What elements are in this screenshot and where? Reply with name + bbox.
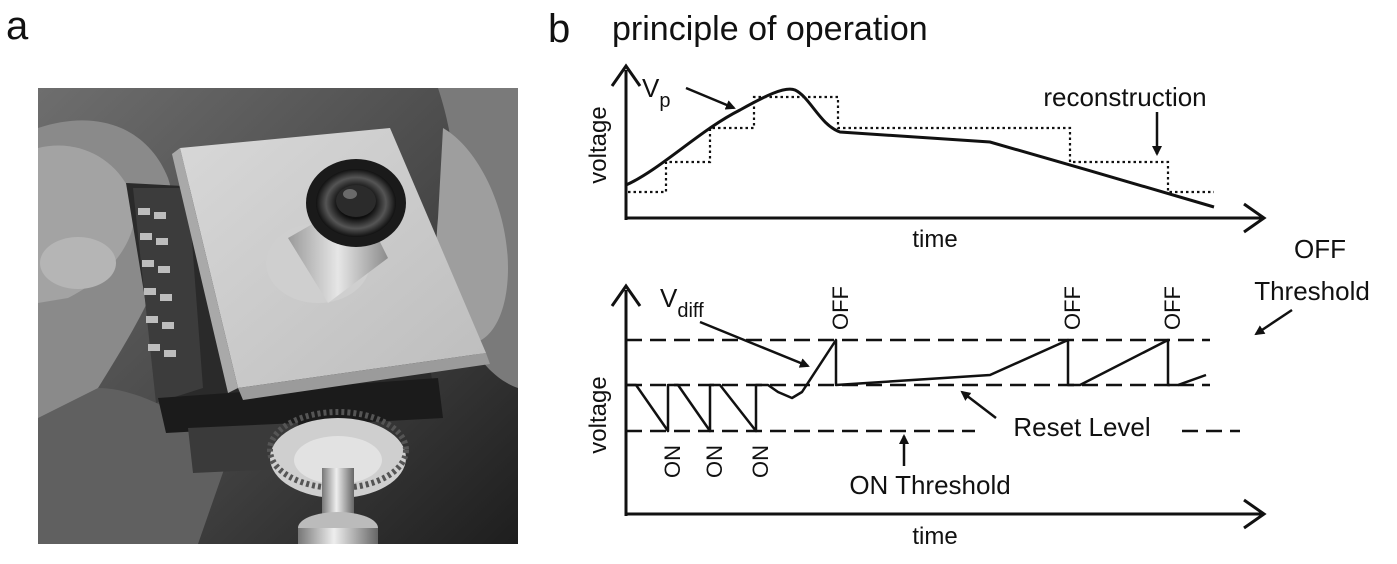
- vp-signal: [625, 87, 1215, 209]
- vdiff-label: Vdiff: [660, 283, 704, 322]
- on-threshold-label: ON Threshold: [849, 470, 1010, 500]
- reset-level-arrow: [960, 390, 997, 419]
- camera-photo: [38, 88, 518, 544]
- top-ylabel: voltage: [585, 106, 612, 183]
- diagram-title: principle of operation: [612, 10, 928, 48]
- panel-a-letter: a: [6, 4, 29, 48]
- reconstruction-line: [628, 95, 1214, 194]
- off-event-label: OFF: [1160, 286, 1185, 330]
- top-xlabel: time: [912, 226, 957, 253]
- reset-level-label: Reset Level: [1013, 412, 1150, 442]
- reconstruction-label: reconstruction: [1043, 82, 1206, 112]
- bottom-xlabel: time: [912, 523, 957, 550]
- vp-arrow: [685, 86, 736, 110]
- panel-b-letter: b: [548, 7, 570, 51]
- vdiff-signal: [626, 338, 1207, 433]
- off-event-label: OFF: [828, 286, 853, 330]
- on-event-label: ON: [702, 445, 727, 478]
- bottom-ylabel: voltage: [585, 376, 612, 453]
- on-event-label: ON: [660, 445, 685, 478]
- vp-label: Vp: [642, 73, 670, 112]
- top-plot: voltage time Vp reconstruction: [585, 63, 1267, 253]
- off-threshold-label-line1: OFF: [1294, 234, 1346, 264]
- vdiff-arrow: [699, 320, 810, 368]
- on-event-label: ON: [748, 445, 773, 478]
- off-threshold-label-line2: Threshold: [1254, 276, 1370, 306]
- bottom-plot: voltage time Vdiff OFF OFF OFF ON ON ON …: [585, 234, 1370, 550]
- off-event-label: OFF: [1060, 286, 1085, 330]
- off-threshold-arrow: [1254, 308, 1293, 336]
